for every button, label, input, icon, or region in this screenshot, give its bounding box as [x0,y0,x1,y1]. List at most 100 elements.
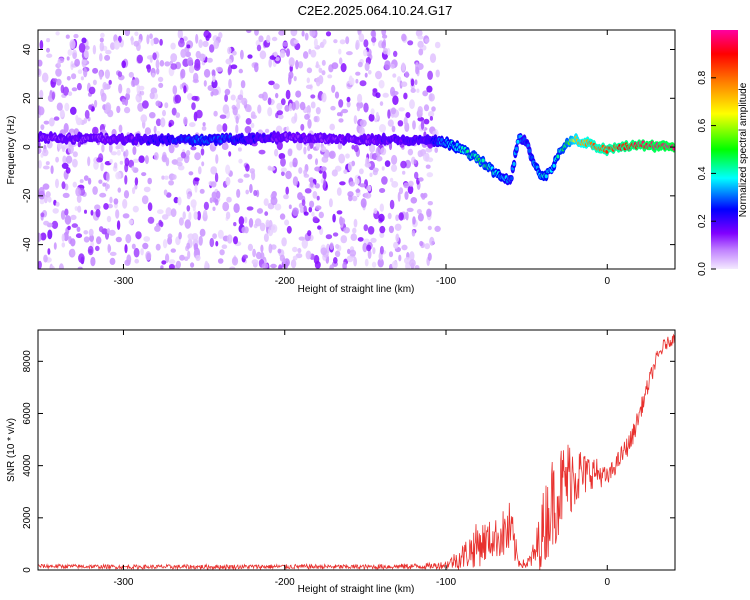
noise-blob [76,194,82,203]
noise-blob [186,57,194,66]
noise-blob [309,200,315,208]
noise-blob [65,34,70,39]
noise-blob [191,102,196,110]
noise-blob [379,232,385,238]
noise-blob [43,220,50,226]
noise-blob [149,33,153,39]
noise-blob [327,74,333,79]
noise-blob [175,260,181,269]
noise-blob [285,186,290,195]
ridge-point [249,138,253,143]
noise-blob [160,117,166,128]
noise-blob [39,40,44,50]
noise-blob [203,209,208,218]
noise-blob [264,211,269,216]
noise-blob [131,243,136,250]
noise-blob [174,94,182,104]
noise-blob [92,186,98,195]
noise-blob [83,117,88,124]
noise-blob [149,112,156,119]
noise-blob [246,30,252,34]
noise-blob [425,164,431,169]
noise-blob [212,75,216,83]
noise-blob [202,40,209,48]
noise-blob [424,38,430,43]
y-tick-label: 4000 [22,454,33,477]
noise-blob [210,91,214,97]
noise-blob [55,68,62,77]
noise-blob [391,90,399,96]
noise-blob [73,33,79,39]
noise-blob [225,176,231,186]
noise-blob [292,207,299,216]
noise-blob [289,161,293,168]
noise-blob [353,218,358,228]
noise-blob [117,71,123,78]
noise-blob [288,74,292,85]
noise-blob [372,167,379,173]
noise-blob [197,210,201,221]
noise-blob [346,96,351,103]
noise-blob [138,85,145,91]
noise-blob [187,233,195,240]
noise-blob [203,80,207,87]
noise-blob [274,203,282,211]
noise-blob [387,212,392,220]
noise-blob [167,233,173,239]
noise-blob [215,190,221,199]
noise-blob [170,53,178,63]
x-tick-label: 0 [604,276,610,287]
noise-blob [288,57,295,67]
noise-blob [294,112,298,123]
noise-blob [183,116,188,126]
noise-blob [321,70,326,76]
ridge-point [544,174,548,179]
noise-blob [154,225,161,232]
noise-blob [209,197,213,204]
noise-blob [61,162,69,169]
noise-blob [270,263,277,269]
noise-blob [151,72,156,78]
noise-blob [414,265,420,269]
x-tick-label: -300 [113,276,133,287]
noise-blob [67,49,73,56]
noise-blob [256,44,262,52]
noise-blob [83,230,89,235]
noise-blob [146,34,150,45]
noise-blob [300,123,305,131]
noise-blob [295,90,302,98]
noise-blob [66,56,70,61]
noise-blob [415,30,423,37]
noise-blob [320,166,327,172]
noise-blob [87,245,94,256]
y-tick-label: 0 [22,144,33,150]
noise-blob [392,95,399,106]
noise-blob [246,206,254,211]
noise-blob [59,109,65,118]
noise-blob [147,177,152,185]
noise-blob [53,116,60,121]
noise-blob [401,81,408,87]
noise-blob [67,144,74,155]
noise-blob [241,97,248,106]
noise-blob [278,264,283,269]
noise-blob [407,148,414,156]
noise-blob [407,40,414,46]
noise-blob [355,39,360,50]
noise-blob [175,112,181,118]
noise-blob [411,230,416,237]
noise-blob [136,54,143,64]
noise-blob [70,214,77,220]
noise-blob [168,180,175,186]
x-tick-label: -200 [275,577,295,588]
noise-blob [367,249,372,259]
noise-blob [237,147,242,152]
noise-blob [172,85,178,95]
noise-blob [55,201,60,207]
noise-blob [99,192,107,198]
noise-blob [128,219,134,225]
noise-blob [416,208,422,215]
noise-blob [410,88,416,93]
noise-blob [286,225,292,234]
noise-blob [364,72,368,78]
